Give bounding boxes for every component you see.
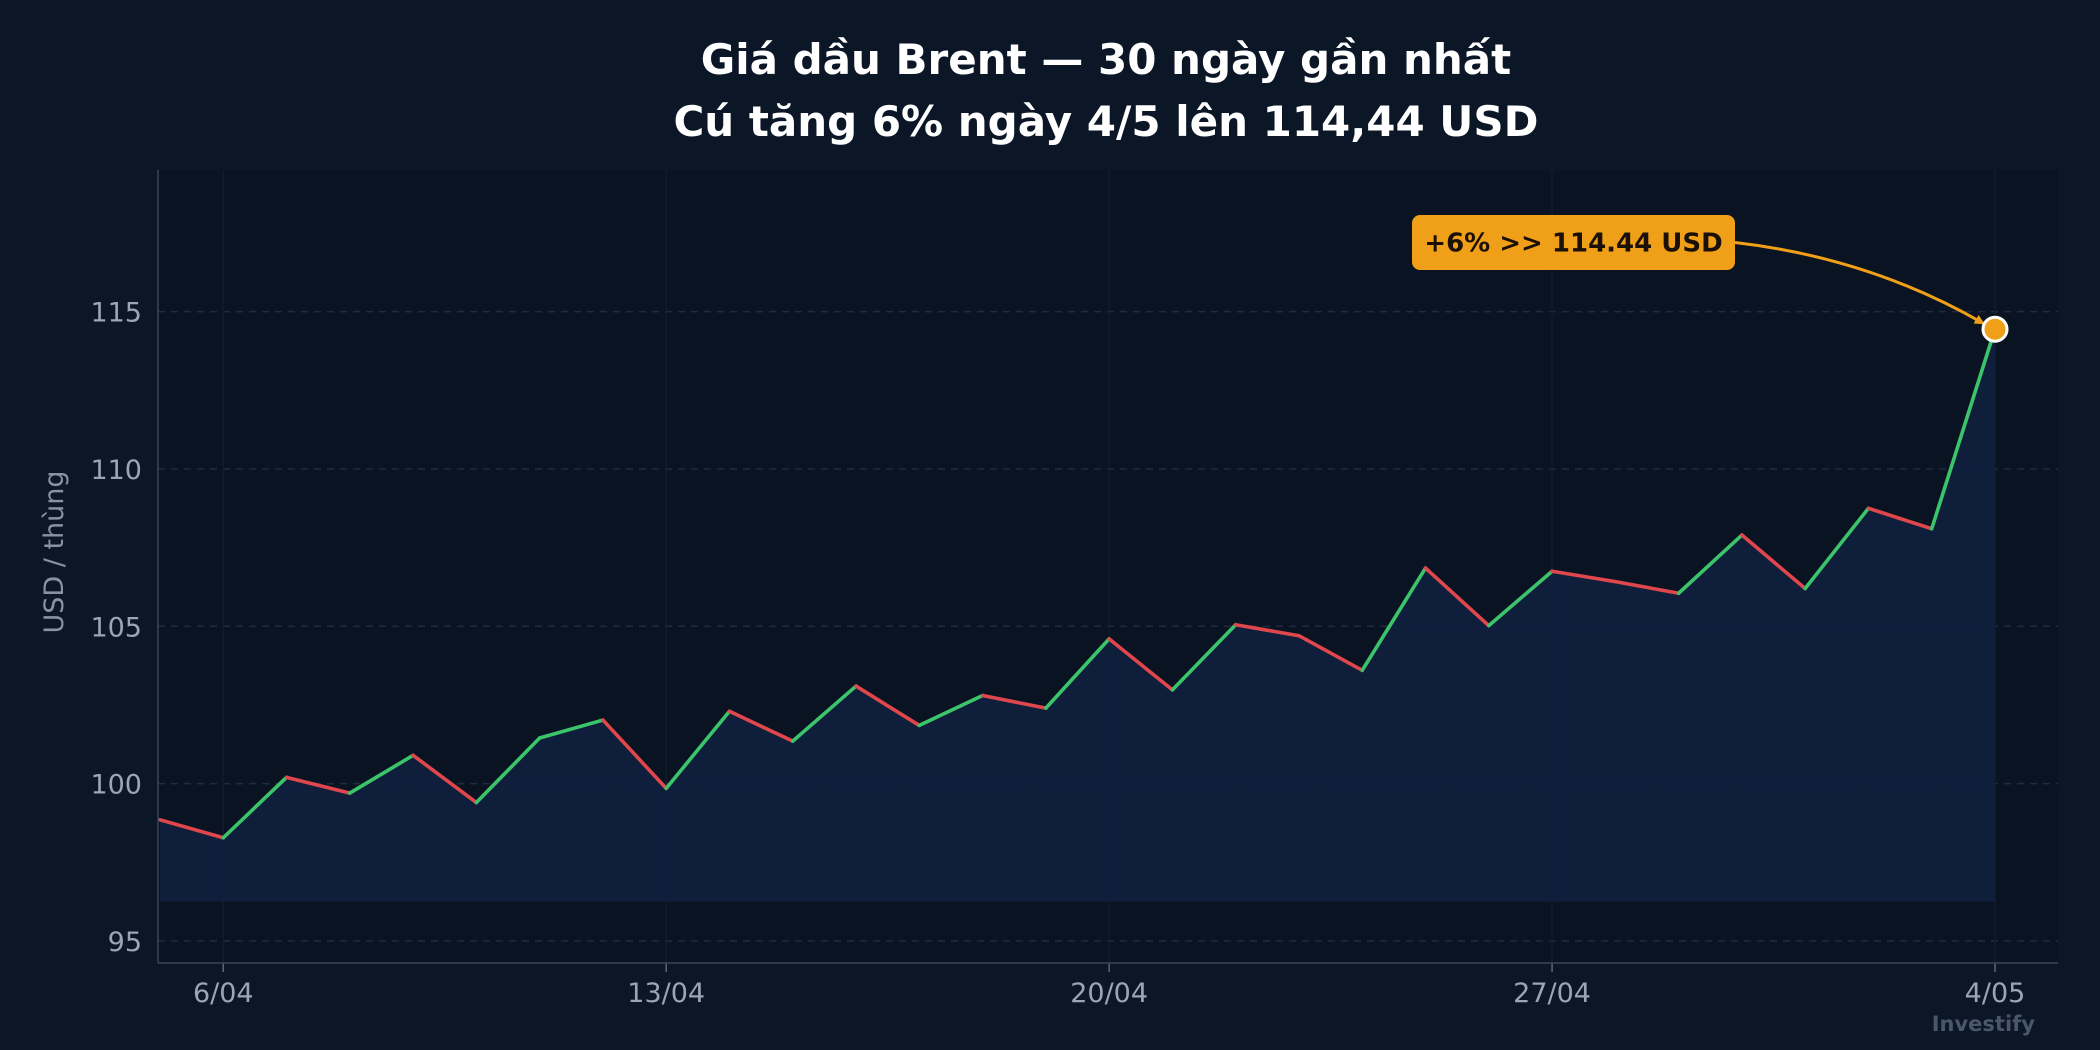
line-segment-up (790, 684, 858, 743)
area-fill (160, 329, 1995, 902)
line-segment-down (1740, 533, 1807, 591)
watermark-investify: Investify (1932, 1012, 2036, 1036)
line-segment-down (284, 775, 352, 795)
line-segment-down (601, 718, 669, 791)
y-tick-label: 100 (90, 770, 142, 801)
price-line (158, 327, 1997, 840)
line-segment-down (727, 709, 795, 743)
line-segment-up (1676, 533, 1744, 596)
line-segment-down (980, 693, 1048, 710)
y-tick-label: 95 (108, 927, 142, 958)
line-segment-down (1866, 506, 1934, 531)
x-tick-label: 4/05 (1965, 978, 2026, 1009)
annotation: +6% >> 114.44 USD (1412, 215, 2009, 343)
line-segment-down (411, 753, 479, 805)
line-segment-up (917, 693, 985, 728)
chart-title-line1: Giá dầu Brent — 30 ngày gần nhất (701, 35, 1511, 84)
line-segment-down (1613, 579, 1681, 596)
tick-labels: 95 100 105 110 115 6/04 13/04 20/04 27/04 4/05 (90, 298, 2025, 1009)
x-tick-label: 6/04 (193, 978, 254, 1009)
annotation-box (1412, 215, 1735, 270)
line-segment-up (1929, 327, 1997, 531)
line-segment-up (474, 736, 542, 805)
y-tick-label: 115 (90, 298, 142, 329)
axes (157, 170, 2058, 972)
line-segment-down (1550, 569, 1618, 584)
line-segment-up (1803, 506, 1871, 591)
line-segment-up (537, 718, 605, 740)
line-segment-up (221, 775, 289, 840)
line-segment-up (348, 753, 415, 795)
line-segment-up (1486, 569, 1554, 628)
area-under-curve (160, 329, 1995, 902)
line-segment-up (1360, 566, 1428, 673)
annotation-label: +6% >> 114.44 USD (1424, 229, 1722, 259)
x-tick-label: 20/04 (1070, 978, 1148, 1009)
chart-title-line2: Cú tăng 6% ngày 4/5 lên 114,44 USD (673, 97, 1538, 146)
y-tick-label: 105 (90, 612, 142, 643)
x-tick-label: 13/04 (627, 978, 705, 1009)
line-segment-up (1170, 622, 1238, 692)
x-tick-label: 27/04 (1513, 978, 1591, 1009)
line-segment-up (664, 709, 732, 791)
highlight-point (1981, 315, 2009, 343)
line-segment-down (1297, 633, 1365, 673)
line-segment-down (1107, 637, 1175, 692)
line-segment-up (1044, 637, 1111, 710)
y-tick-label: 110 (90, 455, 142, 486)
y-axis-label: USD / thùng (39, 470, 70, 633)
annotation-arrow (1734, 241, 1985, 325)
line-segment-down (1423, 566, 1491, 628)
line-segment-down (158, 818, 226, 840)
line-segment-down (1233, 622, 1301, 638)
line-segment-down (854, 684, 922, 728)
